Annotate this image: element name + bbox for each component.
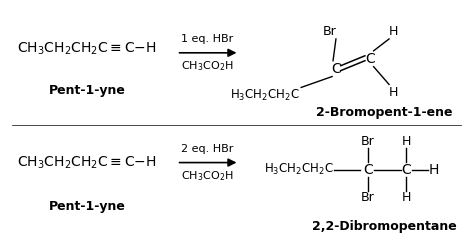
Text: 2-Bromopent-1-ene: 2-Bromopent-1-ene bbox=[316, 106, 453, 119]
Text: 2 eq. HBr: 2 eq. HBr bbox=[182, 144, 234, 154]
Text: H: H bbox=[389, 24, 399, 38]
Text: Br: Br bbox=[322, 24, 336, 38]
Text: H$_3$CH$_2$CH$_2$C: H$_3$CH$_2$CH$_2$C bbox=[230, 88, 299, 103]
Text: C: C bbox=[331, 62, 341, 76]
Text: C: C bbox=[365, 52, 374, 66]
Text: H: H bbox=[428, 162, 438, 176]
Text: 2,2-Dibromopentane: 2,2-Dibromopentane bbox=[312, 220, 456, 233]
Text: Pent-1-yne: Pent-1-yne bbox=[48, 84, 125, 97]
Text: CH$_3$CO$_2$H: CH$_3$CO$_2$H bbox=[181, 59, 234, 72]
Text: H$_3$CH$_2$CH$_2$C: H$_3$CH$_2$CH$_2$C bbox=[264, 162, 334, 177]
Text: CH$_3$CH$_2$CH$_2$C$\equiv$C$-$H: CH$_3$CH$_2$CH$_2$C$\equiv$C$-$H bbox=[17, 154, 156, 171]
Text: Pent-1-yne: Pent-1-yne bbox=[48, 200, 125, 212]
Text: C: C bbox=[401, 162, 411, 176]
Text: Br: Br bbox=[361, 135, 374, 148]
Text: CH$_3$CH$_2$CH$_2$C$\equiv$C$-$H: CH$_3$CH$_2$CH$_2$C$\equiv$C$-$H bbox=[17, 41, 156, 57]
Text: Br: Br bbox=[361, 191, 374, 204]
Text: H: H bbox=[402, 135, 411, 148]
Text: H: H bbox=[389, 86, 399, 99]
Text: H: H bbox=[402, 191, 411, 204]
Text: C: C bbox=[363, 162, 373, 176]
Text: 1 eq. HBr: 1 eq. HBr bbox=[182, 34, 234, 44]
Text: CH$_3$CO$_2$H: CH$_3$CO$_2$H bbox=[181, 170, 234, 183]
